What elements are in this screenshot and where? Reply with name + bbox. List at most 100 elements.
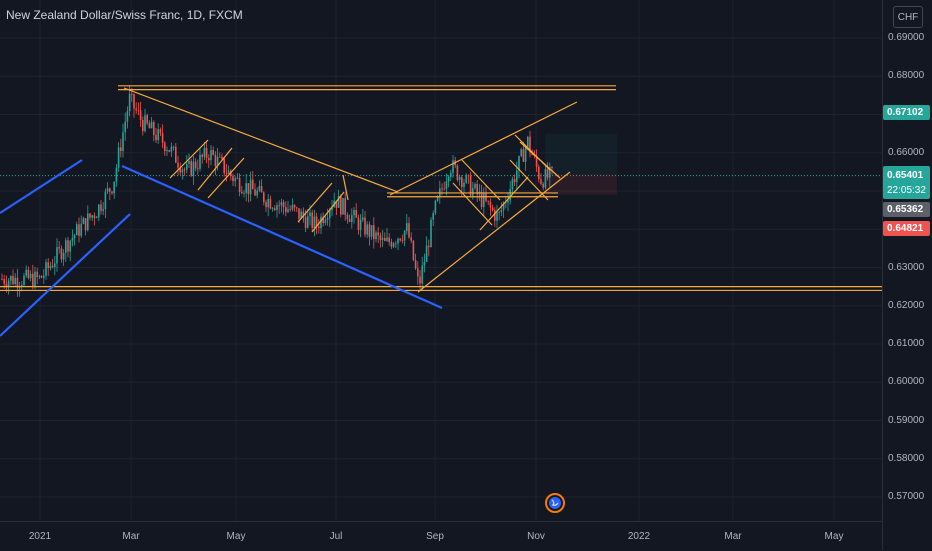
candle-body <box>54 263 56 268</box>
candle-body <box>82 218 85 224</box>
candle-body <box>450 172 452 177</box>
candle-body <box>126 111 129 122</box>
candle-body <box>43 275 45 278</box>
candle-body <box>337 196 340 208</box>
chart-canvas[interactable]: New Zealand Dollar/Swiss Franc, 1D, FXCM <box>0 0 882 521</box>
trend-line <box>197 147 233 191</box>
candle-body <box>298 208 300 219</box>
candle-body <box>40 276 43 278</box>
candle-body <box>329 210 331 219</box>
price-chart[interactable] <box>0 0 882 521</box>
candle-body <box>542 184 544 188</box>
candle-body <box>518 155 520 171</box>
candle-body <box>335 200 338 208</box>
trend-line <box>509 159 549 201</box>
candle-body <box>472 188 474 196</box>
candle-body <box>267 199 269 208</box>
price-tick-label: 0.62000 <box>888 299 925 311</box>
currency-button[interactable]: CHF <box>893 6 923 28</box>
candle-body <box>408 223 410 238</box>
price-tick-label: 0.63000 <box>888 261 925 273</box>
candle-body <box>480 191 483 208</box>
candle-body <box>190 161 192 176</box>
channel-line <box>121 164 443 310</box>
candle-body <box>93 215 96 218</box>
candle-body <box>131 94 133 95</box>
candle-body <box>278 205 280 206</box>
candle-body <box>5 283 8 288</box>
candle-body <box>102 209 104 211</box>
candle-body <box>21 284 23 287</box>
time-axis[interactable]: 2021 Mar May Jul Sep Nov 2022 Mar May <box>0 521 882 551</box>
candle-body <box>122 132 124 151</box>
candle-body <box>150 122 153 129</box>
candle-body <box>357 217 360 230</box>
candle-body <box>324 219 327 223</box>
candle-body <box>417 268 419 277</box>
candle-body <box>489 201 492 208</box>
candle-body <box>98 204 100 218</box>
candle-body <box>25 269 27 276</box>
candle-body <box>302 211 305 218</box>
price-axis[interactable]: 0.690000.680000.670000.660000.650000.640… <box>882 0 932 550</box>
candle-body <box>538 166 540 180</box>
trend-line <box>207 157 245 199</box>
candle-body <box>370 225 373 237</box>
candle-body <box>423 261 426 266</box>
earth-event-icon[interactable] <box>545 493 565 513</box>
price-tick-label: 0.58000 <box>888 452 925 464</box>
candle-body <box>153 122 155 135</box>
candle-body <box>392 243 395 247</box>
candle-body <box>38 276 41 278</box>
candle-body <box>62 252 65 260</box>
candle-body <box>549 167 551 178</box>
candle-body <box>73 235 76 238</box>
trend-line <box>342 174 349 201</box>
candle-body <box>500 209 503 213</box>
candle-body <box>373 225 375 240</box>
last-price-tag: 0.65401 22:05:32 <box>883 166 930 199</box>
candle-body <box>225 173 228 175</box>
candle-body <box>293 205 296 208</box>
time-tick-label: Mar <box>724 531 742 542</box>
candle-body <box>386 237 388 241</box>
candle-body <box>366 224 368 235</box>
chart-title: New Zealand Dollar/Swiss Franc, 1D, FXCM <box>6 8 243 22</box>
candle-body <box>32 273 34 288</box>
candle-body <box>502 203 505 210</box>
candle-body <box>524 147 527 162</box>
candle-body <box>494 210 496 221</box>
candle-body <box>491 207 494 211</box>
candle-body <box>384 238 386 241</box>
candle-body <box>241 191 243 194</box>
candle-body <box>447 176 450 182</box>
candle-body <box>142 120 144 132</box>
channel-line <box>0 159 83 214</box>
candle-body <box>507 200 509 203</box>
trend-line <box>461 159 501 201</box>
candle-body <box>45 262 47 276</box>
candle-body <box>80 223 82 236</box>
candle-body <box>115 167 118 182</box>
candle-body <box>84 218 87 231</box>
candle-body <box>452 160 454 173</box>
candle-body <box>3 279 5 284</box>
candle-body <box>496 212 498 221</box>
candle-body <box>210 150 212 161</box>
candle-body <box>120 147 122 151</box>
price-tag-gray: 0.65362 <box>883 202 930 217</box>
candle-body <box>520 149 522 156</box>
candle-body <box>203 147 206 157</box>
candle-body <box>181 169 184 173</box>
candle-body <box>291 205 294 210</box>
candle-body <box>111 191 113 194</box>
candle-body <box>546 169 549 178</box>
candle-body <box>540 179 542 185</box>
candle-body <box>331 206 333 211</box>
candle-body <box>49 265 52 269</box>
candle-body <box>465 175 467 183</box>
candle-body <box>463 182 465 188</box>
candle-body <box>87 213 89 231</box>
candle-body <box>326 218 329 220</box>
candle-body <box>282 202 285 208</box>
